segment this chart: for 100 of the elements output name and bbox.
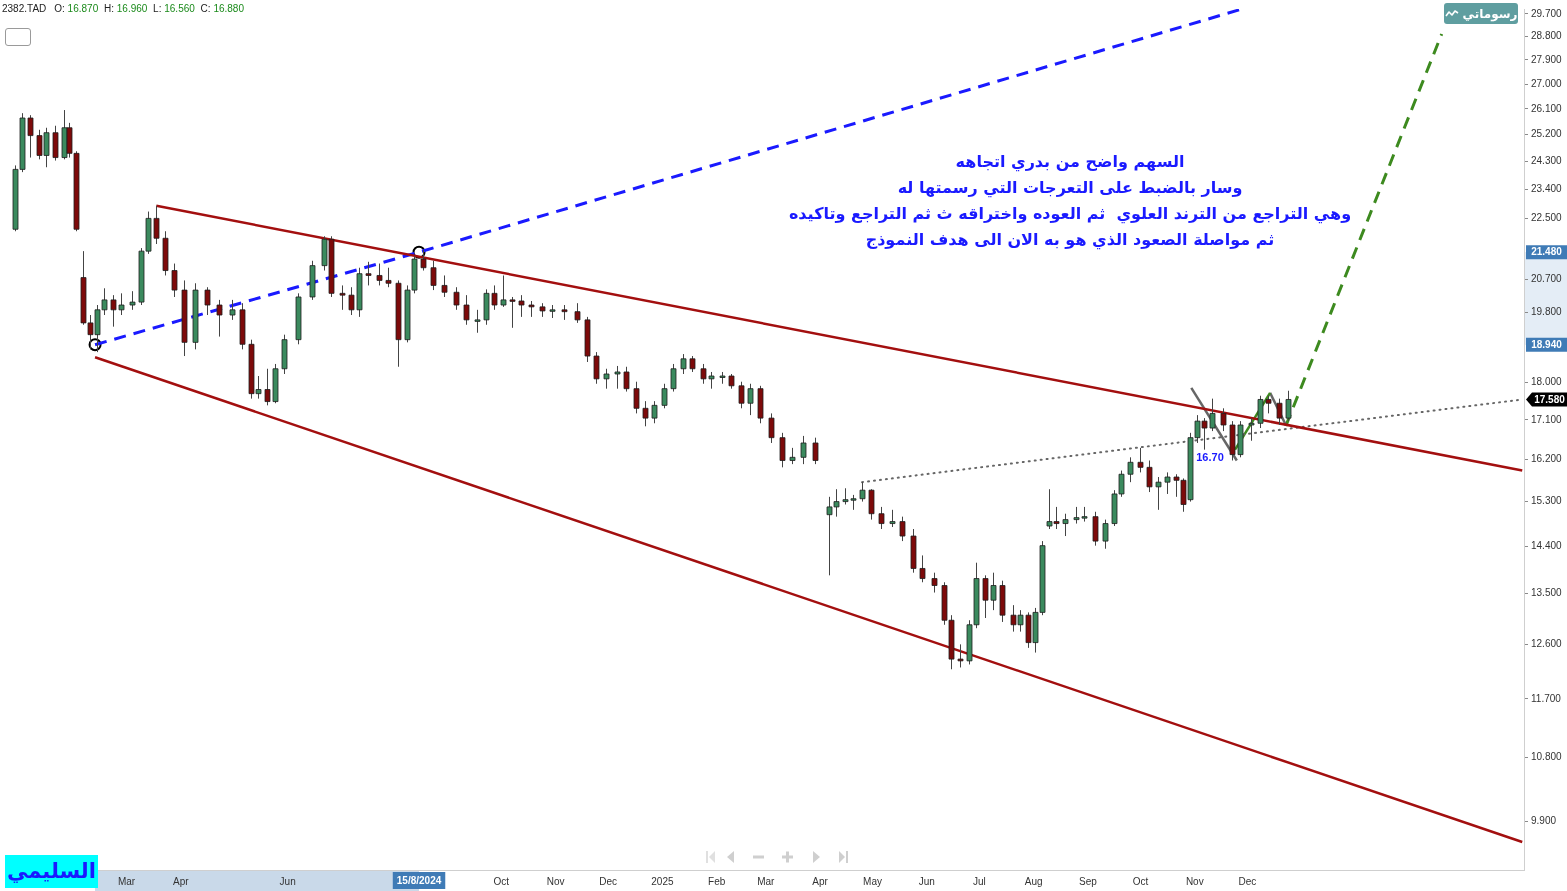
x-tick-label: Dec: [1238, 875, 1257, 887]
text: 17.580: [1534, 393, 1566, 405]
candlestick: [204, 286, 211, 316]
x-tick-label: 2025: [651, 875, 674, 887]
y-tick-label: 26.100: [1531, 102, 1563, 114]
annotation: السهم واضح من بدري اتجاهه وسار بالضبط على التعرجات التي رسمتها له وهي التراجع من الترند العلوي ثم العوده واختراقه ث ثم التراجع وتاكيده ثم مواصلة الصعود الذي هو به الان الى هدف النموذج: [787, 151, 1353, 252]
x-tick-label: Nov: [1185, 875, 1204, 887]
candlestick: [603, 368, 610, 390]
y-tick-label: 28.800: [1531, 30, 1563, 42]
y-tick-label: 18.000: [1531, 375, 1563, 387]
candlestick: [899, 516, 906, 542]
y-tick-label: 25.200: [1531, 128, 1563, 140]
y-tick-label: 29.700: [1531, 7, 1563, 19]
x-tick-label: Oct: [493, 875, 510, 887]
candlestick: [1220, 407, 1227, 432]
candlestick: [651, 400, 658, 424]
candlestick: [509, 296, 516, 329]
candlestick: [680, 353, 687, 375]
x-tick-label: Jun: [279, 875, 296, 887]
candlestick: [633, 381, 640, 414]
candlestick: [661, 383, 668, 409]
x-tick-label: Feb: [708, 875, 726, 887]
y-tick-label: 27.000: [1531, 77, 1563, 89]
y-tick-label: 17.100: [1531, 413, 1563, 425]
candlestick: [171, 263, 178, 298]
y-tick-label: 9.900: [1531, 815, 1557, 827]
candlestick: [1102, 519, 1109, 550]
candlestick: [129, 290, 136, 311]
candlestick: [800, 435, 807, 465]
chart-subtitle: O: 16.870 H: 16.960 L: 16.560 C: 16.880: [54, 2, 245, 14]
candlestick: [614, 365, 621, 390]
x-tick-label: Mar: [757, 875, 776, 887]
candlestick: [518, 294, 525, 318]
candlestick: [500, 274, 507, 308]
y-tick-label: 14.400: [1531, 539, 1563, 551]
y-tick-label: 12.600: [1531, 638, 1563, 650]
x-tick-label: Oct: [1132, 875, 1149, 887]
y-tick-label: 23.400: [1531, 182, 1563, 194]
candlestick: [1127, 456, 1134, 483]
candlestick: [738, 381, 745, 409]
x-tick-label: May: [863, 875, 883, 887]
candlestick: [919, 554, 926, 583]
candlestick: [365, 261, 372, 286]
candlestick: [623, 366, 630, 393]
x-tick-label: Nov: [546, 875, 565, 887]
candlestick: [957, 643, 964, 668]
candlestick: [430, 260, 437, 291]
candlestick: [1137, 447, 1144, 473]
y-tick-label: 24.300: [1531, 155, 1563, 167]
candlestick: [1146, 459, 1153, 493]
annotation: السليمي: [5, 855, 98, 888]
x-tick-label: Jul: [972, 875, 986, 887]
candlestick: [339, 284, 346, 311]
chart-title: 2382.TAD: [2, 2, 47, 14]
annotation: 21.480: [1531, 246, 1563, 258]
text: 15/8/2024: [396, 874, 442, 886]
candlestick: [229, 299, 236, 321]
candlestick: [747, 383, 754, 416]
candlestick: [642, 400, 649, 427]
y-tick-label: 15.300: [1531, 495, 1563, 507]
candlestick: [376, 263, 383, 286]
candlestick: [441, 274, 448, 298]
y-tick-label: 22.500: [1531, 211, 1563, 223]
x-tick-label: Apr: [173, 875, 190, 887]
annotation: 18.940: [1531, 338, 1563, 350]
candlestick: [931, 572, 938, 594]
candlestick: [670, 363, 677, 393]
y-tick-label: 27.900: [1531, 53, 1563, 65]
y-tick-label: 11.700: [1531, 692, 1562, 704]
x-tick-label: Apr: [812, 875, 829, 887]
candlestick: [453, 286, 460, 311]
candlestick: [779, 432, 786, 468]
annotation: رسوماتي: [1462, 6, 1518, 21]
candlestick: [1276, 398, 1283, 426]
x-tick-label: Dec: [599, 875, 618, 887]
candlestick: [878, 506, 885, 530]
candlestick: [216, 299, 223, 338]
y-tick-label: 10.800: [1531, 751, 1563, 763]
candlestick: [385, 267, 392, 288]
candlestick: [593, 351, 600, 385]
candlestick: [463, 294, 470, 326]
candlestick: [474, 309, 481, 334]
candlestick: [1155, 476, 1162, 511]
candlestick: [1285, 390, 1292, 422]
candlestick: [1062, 513, 1069, 537]
x-tick-label: Mar: [117, 875, 136, 887]
candlestick: [1248, 417, 1255, 442]
y-tick-label: 19.800: [1531, 305, 1563, 317]
y-tick-label: 13.500: [1531, 587, 1563, 599]
y-tick-label: 16.200: [1531, 453, 1563, 465]
x-tick-label: Sep: [1079, 875, 1098, 887]
x-tick-label: Aug: [1024, 875, 1043, 887]
candlestick: [812, 437, 819, 465]
candlestick: [768, 412, 775, 444]
candlestick: [868, 488, 875, 521]
candlestick: [420, 249, 427, 272]
y-tick-label: 20.700: [1531, 273, 1563, 285]
annotation: 16.70: [1195, 450, 1225, 464]
x-tick-label: Jun: [918, 875, 935, 887]
candlestick: [859, 481, 866, 503]
